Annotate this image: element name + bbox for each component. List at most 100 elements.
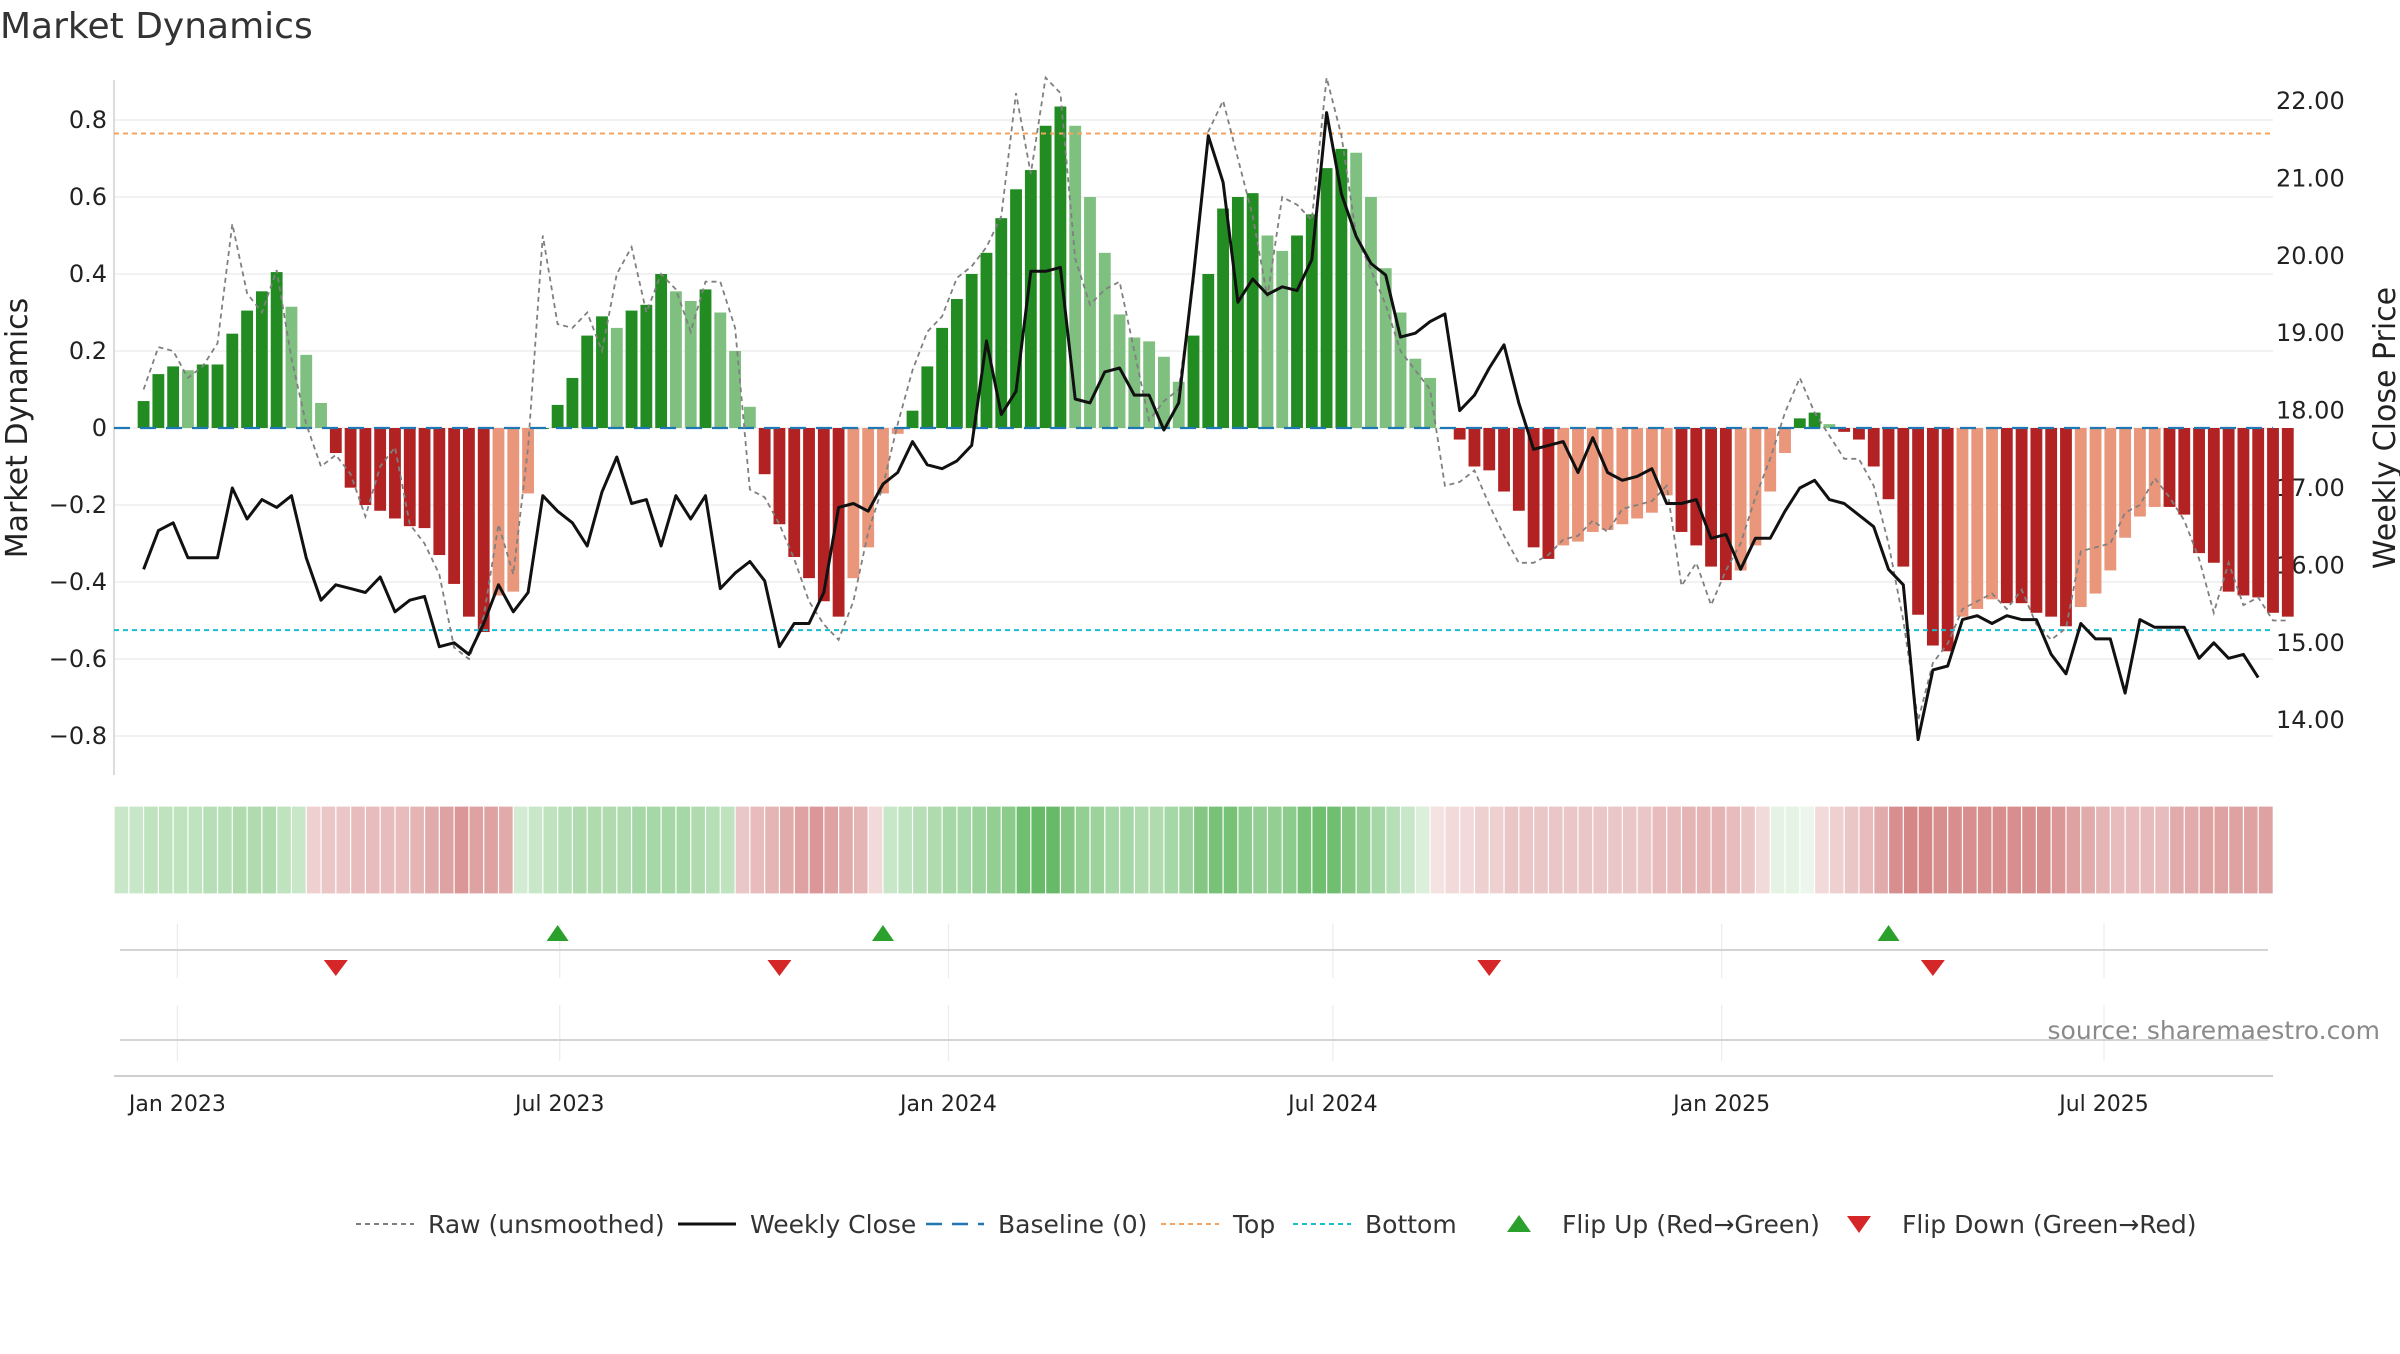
market-dynamics-bar <box>1217 208 1229 428</box>
regime-strip-cell <box>1266 805 1284 895</box>
weekly-close-line <box>142 111 2260 742</box>
market-dynamics-bar <box>2237 428 2250 596</box>
regime-strip-cell <box>1932 805 1949 895</box>
regime-strip-cell <box>704 805 722 895</box>
market-dynamics-bar <box>1823 424 1836 428</box>
regime-strip-cell <box>320 805 337 895</box>
regime-strip-cell <box>409 805 426 895</box>
legend-item: Baseline (0) <box>926 1210 1147 1239</box>
left-tick-label: 0.2 <box>69 337 107 365</box>
legend-label: Raw (unsmoothed) <box>428 1210 665 1239</box>
regime-strip-cell <box>2228 805 2245 895</box>
regime-strip-cell <box>1148 805 1165 895</box>
regime-strip-cell <box>1577 805 1594 895</box>
regime-strip-cell <box>1414 805 1432 895</box>
market-dynamics-bar <box>1690 428 1703 546</box>
left-tick-label: 0.6 <box>69 183 107 211</box>
regime-strip-cell <box>808 805 825 895</box>
regime-strip-cell <box>453 805 470 895</box>
regime-strip-cell <box>897 805 914 895</box>
regime-strip-cell <box>956 805 973 895</box>
regime-strip-cell <box>1429 805 1446 895</box>
market-dynamics-bar <box>2060 428 2072 627</box>
regime-strip-cell <box>1947 805 1964 895</box>
source-note: source: sharemaestro.com <box>2048 1016 2381 1045</box>
market-dynamics-bar <box>2045 428 2058 617</box>
regime-strip-cell <box>246 805 263 895</box>
regime-strip-cell <box>2080 805 2097 895</box>
market-dynamics-bar <box>551 404 564 428</box>
market-dynamics-bar <box>1468 428 1481 467</box>
market-dynamics-bar <box>2148 428 2161 507</box>
market-dynamics-bar <box>329 428 342 454</box>
market-dynamics-bar <box>315 402 327 428</box>
legend-flip-up-swatch <box>1507 1215 1531 1232</box>
market-dynamics-bar <box>1231 197 1244 428</box>
market-dynamics-bar <box>1675 428 1688 532</box>
regime-strip-cell <box>1444 805 1461 895</box>
regime-strip-cell <box>1769 805 1786 895</box>
regime-strip-cell <box>1680 805 1698 895</box>
regime-strip-cell <box>719 805 736 895</box>
date-tick-label: Jul 2024 <box>1286 1092 1378 1117</box>
market-dynamics-bar <box>226 333 239 428</box>
market-dynamics-bar <box>2133 428 2146 517</box>
regime-strip-cell <box>1813 805 1831 895</box>
regime-strip-cell <box>601 805 618 895</box>
regime-strip-cell <box>2154 805 2171 895</box>
regime-strip-cell <box>1340 805 1358 895</box>
market-dynamics-bar <box>344 428 357 488</box>
regime-strip-cell <box>1902 805 1919 895</box>
market-dynamics-bar <box>507 428 520 592</box>
legend-item: Raw (unsmoothed) <box>356 1210 665 1239</box>
left-tick-label: −0.8 <box>49 722 107 750</box>
regime-strip-cell <box>1000 805 1017 895</box>
market-dynamics-bar <box>182 370 194 428</box>
market-dynamics-bar <box>1926 428 1939 646</box>
legend-item: Flip Up (Red→Green) <box>1507 1210 1820 1239</box>
regime-strip-cell <box>379 805 396 895</box>
regime-strip-cell <box>971 805 988 895</box>
regime-strip-cell <box>2257 805 2274 895</box>
market-dynamics-bar <box>921 366 934 428</box>
regime-strip-cell <box>1592 805 1609 895</box>
market-dynamics-bar <box>1912 428 1925 615</box>
market-dynamics-bar <box>1158 356 1170 428</box>
legend-item: Bottom <box>1293 1210 1457 1239</box>
left-tick-label: −0.2 <box>49 491 107 519</box>
regime-strip-cell <box>1917 805 1934 895</box>
market-dynamics-bar <box>817 428 830 602</box>
regime-strip-cell <box>2124 805 2141 895</box>
regime-strip-cell <box>1991 805 2008 895</box>
market-dynamics-bar <box>2030 428 2043 613</box>
regime-strip-cell <box>1089 805 1106 895</box>
regime-strip-cell <box>1976 805 1993 895</box>
regime-strip-cell <box>2065 805 2082 895</box>
flip-down-marker <box>1477 960 1502 976</box>
regime-strip-cell <box>1296 805 1313 895</box>
regime-strip-cell <box>1740 805 1757 895</box>
market-dynamics-bar <box>1512 428 1525 511</box>
regime-strip-cell <box>1799 805 1816 895</box>
right-axis-label: Weekly Close Price <box>2368 287 2400 569</box>
market-dynamics-bar <box>1971 428 1984 609</box>
legend-label: Baseline (0) <box>998 1210 1147 1239</box>
regime-strip-cell <box>1710 805 1727 895</box>
market-dynamics-bar <box>2000 428 2013 604</box>
regime-strip-cell <box>2109 805 2127 895</box>
market-dynamics-bar <box>1483 428 1496 471</box>
market-dynamics-bar <box>2178 428 2191 515</box>
market-dynamics-bar <box>877 428 889 494</box>
market-dynamics-bar <box>1261 235 1274 428</box>
regime-strip-cell <box>527 805 544 895</box>
regime-strip-cell <box>2050 805 2067 895</box>
flip-up-marker <box>546 925 569 941</box>
market-dynamics-bar <box>965 274 978 428</box>
market-dynamics-bar <box>670 291 682 428</box>
market-dynamics-bar <box>1246 193 1259 428</box>
market-dynamics-bar <box>1365 197 1377 428</box>
date-tick-label: Jul 2023 <box>513 1092 605 1117</box>
regime-strip-cell <box>645 805 663 895</box>
regime-strip-cell <box>1237 805 1254 895</box>
